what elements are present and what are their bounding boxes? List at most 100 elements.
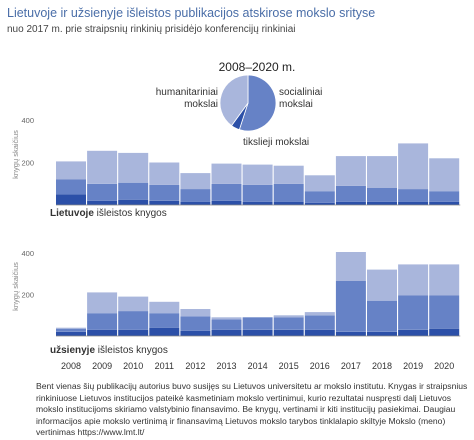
bar-humanitariniai-mokslai-2016	[304, 175, 335, 192]
bar-socialiniai-mokslai-2020	[429, 295, 460, 329]
x-tick-label: 2008	[61, 361, 81, 371]
pie-title: 2008–2020 m.	[219, 60, 296, 74]
bar-humanitariniai-mokslai-2009	[87, 292, 118, 314]
bar-humanitariniai-mokslai-2014	[242, 164, 273, 185]
bar-humanitariniai-mokslai-2011	[149, 162, 180, 185]
pie-label-humanities: mokslai	[184, 99, 218, 110]
bar-tikslieji-mokslai-2012	[180, 201, 211, 205]
pie-label-social: mokslai	[279, 99, 313, 110]
x-tick-label: 2016	[310, 361, 330, 371]
x-tick-label: 2009	[92, 361, 112, 371]
page-title: Lietuvoje ir užsienyje išleistos publika…	[7, 6, 376, 20]
bar-tikslieji-mokslai-2014	[242, 201, 273, 205]
bar-tikslieji-mokslai-2019	[398, 329, 429, 336]
x-tick-label: 2014	[248, 361, 268, 371]
y-axis-title: knygų skaičius	[11, 130, 20, 179]
pie-label-humanities: humanitariniai	[156, 87, 218, 98]
bar-socialiniai-mokslai-2012	[180, 189, 211, 202]
bar-socialiniai-mokslai-2015	[273, 183, 304, 202]
x-tick-label: 2018	[372, 361, 392, 371]
chart-subtitle: užsienyje išleistos knygos	[50, 345, 168, 356]
bar-humanitariniai-mokslai-2020	[429, 158, 460, 192]
bar-socialiniai-mokslai-2019	[398, 189, 429, 202]
bar-tikslieji-mokslai-2011	[149, 327, 180, 336]
y-tick-label: 400	[21, 249, 34, 258]
bar-tikslieji-mokslai-2016	[304, 202, 335, 205]
page-subtitle: nuo 2017 m. prie straipsnių rinkinių pri…	[7, 24, 296, 35]
bar-humanitariniai-mokslai-2010	[118, 152, 149, 183]
bar-tikslieji-mokslai-2014	[242, 329, 273, 336]
bar-tikslieji-mokslai-2009	[87, 200, 118, 206]
bar-tikslieji-mokslai-2019	[398, 201, 429, 205]
bar-tikslieji-mokslai-2010	[118, 329, 149, 336]
bar-humanitariniai-mokslai-2020	[429, 264, 460, 296]
pie-slice-humanities	[219, 74, 249, 127]
bar-humanitariniai-mokslai-2012	[180, 309, 211, 317]
y-axis-title: knygų skaičius	[11, 262, 20, 311]
bar-socialiniai-mokslai-2008	[56, 179, 86, 195]
x-tick-label: 2013	[216, 361, 236, 371]
bar-socialiniai-mokslai-2009	[87, 313, 118, 330]
pie-label-social: socialiniai	[279, 87, 322, 98]
bar-tikslieji-mokslai-2008	[56, 331, 86, 336]
chart-subtitle: Lietuvoje išleistos knygos	[50, 208, 167, 219]
bar-socialiniai-mokslai-2015	[273, 317, 304, 330]
bar-tikslieji-mokslai-2017	[335, 201, 366, 205]
bar-humanitariniai-mokslai-2010	[118, 296, 149, 312]
bar-tikslieji-mokslai-2013	[211, 200, 242, 206]
bar-humanitariniai-mokslai-2015	[273, 165, 304, 184]
bar-tikslieji-mokslai-2010	[118, 199, 149, 205]
bar-tikslieji-mokslai-2017	[335, 331, 366, 336]
bar-tikslieji-mokslai-2018	[367, 331, 397, 336]
pie-slice-social	[238, 74, 277, 132]
bar-socialiniai-mokslai-2014	[242, 317, 273, 330]
bar-humanitariniai-mokslai-2012	[180, 173, 211, 189]
bar-socialiniai-mokslai-2018	[367, 300, 397, 332]
x-tick-label: 2020	[434, 361, 454, 371]
bar-humanitariniai-mokslai-2011	[149, 301, 180, 314]
y-tick-label: 400	[21, 116, 34, 125]
bar-socialiniai-mokslai-2016	[304, 315, 335, 330]
bar-socialiniai-mokslai-2019	[398, 295, 429, 330]
bar-socialiniai-mokslai-2008	[56, 328, 86, 332]
bar-tikslieji-mokslai-2012	[180, 330, 211, 336]
bar-humanitariniai-mokslai-2017	[335, 156, 366, 186]
bar-socialiniai-mokslai-2013	[211, 183, 242, 201]
bar-socialiniai-mokslai-2017	[335, 185, 366, 202]
bar-tikslieji-mokslai-2020	[429, 328, 460, 336]
bar-humanitariniai-mokslai-2008	[56, 161, 86, 180]
bar-humanitariniai-mokslai-2018	[367, 156, 397, 188]
bar-humanitariniai-mokslai-2008	[56, 327, 86, 329]
bar-humanitariniai-mokslai-2009	[87, 150, 118, 184]
bar-socialiniai-mokslai-2011	[149, 313, 180, 328]
bar-socialiniai-mokslai-2020	[429, 191, 460, 202]
bar-humanitariniai-mokslai-2013	[211, 317, 242, 320]
chart-canvas: 2008–2020 m.humanitariniaimokslaisociali…	[11, 60, 461, 371]
bar-socialiniai-mokslai-2012	[180, 316, 211, 331]
bar-tikslieji-mokslai-2018	[367, 201, 397, 205]
bar-humanitariniai-mokslai-2019	[398, 143, 429, 190]
bar-tikslieji-mokslai-2009	[87, 329, 118, 336]
bar-socialiniai-mokslai-2011	[149, 184, 180, 201]
bar-tikslieji-mokslai-2020	[429, 201, 460, 205]
bar-humanitariniai-mokslai-2019	[398, 264, 429, 296]
x-tick-label: 2011	[155, 361, 174, 371]
x-tick-label: 2017	[341, 361, 361, 371]
y-tick-label: 200	[21, 291, 34, 300]
x-tick-label: 2019	[403, 361, 423, 371]
bar-socialiniai-mokslai-2017	[335, 281, 366, 332]
bar-socialiniai-mokslai-2018	[367, 188, 397, 202]
bar-socialiniai-mokslai-2013	[211, 319, 242, 330]
bar-tikslieji-mokslai-2015	[273, 329, 304, 336]
bar-humanitariniai-mokslai-2018	[367, 269, 397, 301]
bar-socialiniai-mokslai-2010	[118, 311, 149, 330]
bar-tikslieji-mokslai-2011	[149, 200, 180, 206]
bar-tikslieji-mokslai-2015	[273, 201, 304, 205]
bar-humanitariniai-mokslai-2013	[211, 163, 242, 184]
bar-humanitariniai-mokslai-2017	[335, 252, 366, 281]
x-tick-label: 2010	[123, 361, 143, 371]
bar-socialiniai-mokslai-2010	[118, 182, 149, 200]
pie-label-exact: tikslieji mokslai	[243, 137, 309, 148]
y-tick-label: 200	[21, 159, 34, 168]
bar-socialiniai-mokslai-2014	[242, 184, 273, 202]
